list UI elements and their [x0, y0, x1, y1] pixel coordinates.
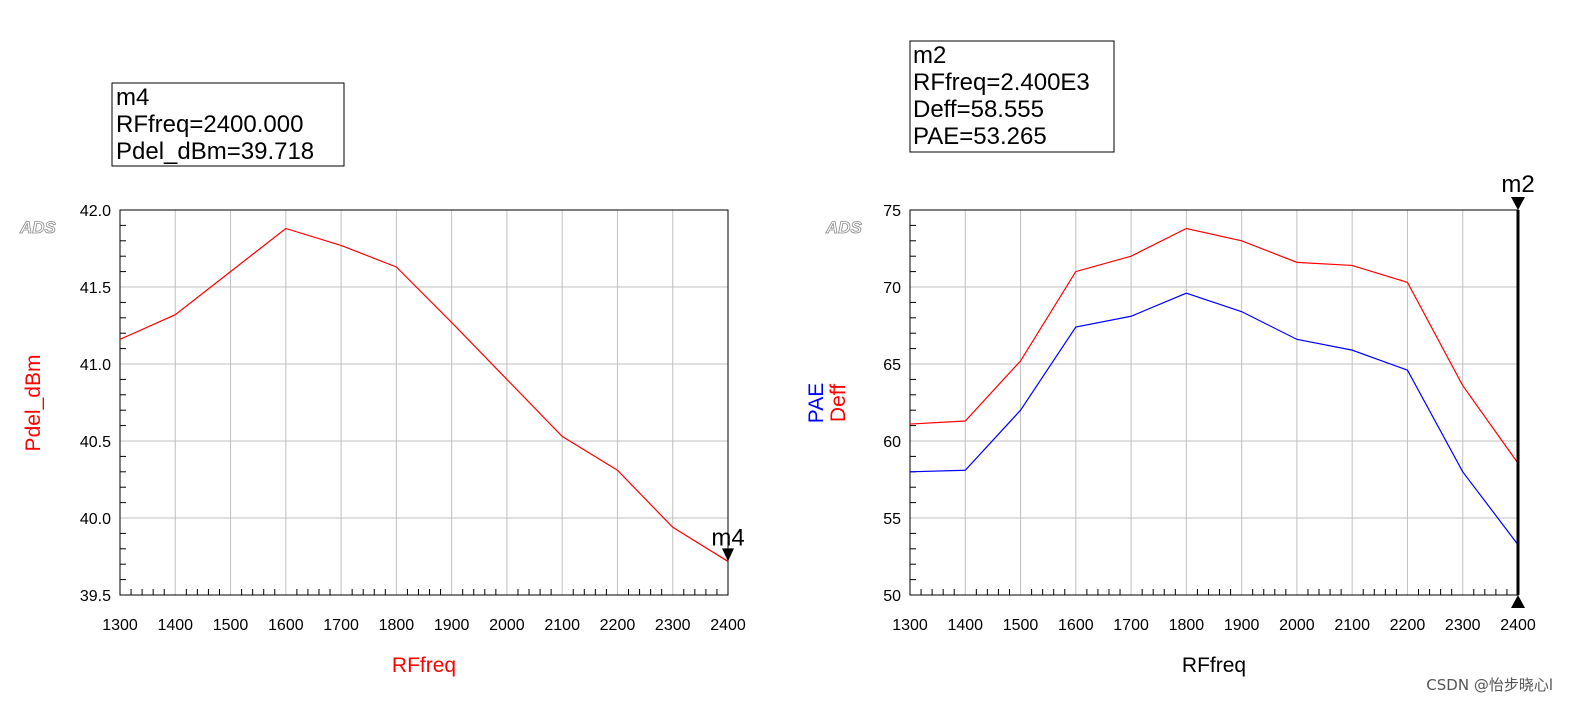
chart-1-minor-ticks: [120, 224, 718, 595]
marker-m4-triangle: [722, 548, 734, 562]
marker-m2-readout-line-2: RFfreq=2.400E3: [913, 69, 1090, 96]
chart-1-series: [119, 227, 729, 562]
marker-m2-readout-line-3: Deff=58.555: [913, 96, 1044, 123]
chart-2-x-tick-label: 2300: [1445, 617, 1481, 634]
chart-2-x-tick-label: 2100: [1334, 617, 1370, 634]
marker-m4-readout-line-3: Pdel_dBm=39.718: [116, 138, 314, 165]
chart-2-x-tick-label: 1500: [1003, 617, 1039, 634]
chart-1-x-axis-label: RFfreq: [392, 654, 456, 677]
chart-1-y-tick-label: 41.5: [80, 280, 111, 297]
chart-2-x-tick-label: 2200: [1390, 617, 1426, 634]
chart-2-x-tick-label: 1600: [1058, 617, 1094, 634]
chart-2-x-tick-label: 1400: [947, 617, 983, 634]
chart-2-x-tick-label: 1300: [892, 617, 928, 634]
chart-2-x-tick-label: 1800: [1169, 617, 1205, 634]
chart-2-y-tick-label: 50: [883, 588, 901, 605]
marker-m2-readout-frame: [909, 40, 1115, 153]
marker-m4-readout-line-2: RFfreq=2400.000: [116, 111, 303, 138]
chart-1-y-tick-labels: 42.0 41.5 41.0 40.5 40.0 39.5: [80, 203, 111, 605]
chart-2-x-tick-label: 1700: [1113, 617, 1149, 634]
marker-m2-readout-box[interactable]: m2 RFfreq=2.400E3 Deff=58.555 PAE=53.265: [909, 40, 1115, 153]
chart-2-ads-logo: ADS: [825, 218, 863, 237]
chart-1-y-axis-label: Pdel_dBm: [22, 355, 45, 452]
chart-1-x-tick-label: 2000: [489, 617, 525, 634]
chart-2-x-tick-label: 2000: [1279, 617, 1315, 634]
chart-1-x-tick-label: 1300: [102, 617, 138, 634]
chart-1-y-tick-label: 39.5: [80, 588, 111, 605]
csdn-watermark: CSDN @怡步晓心l: [1426, 676, 1553, 694]
chart-1-y-tick-label: 40.5: [80, 434, 111, 451]
chart-2-y-tick-label: 75: [883, 203, 901, 220]
chart-1: ADS 1300 1400 1500 1600 1700 1800 1900 2000 2100…: [19, 82, 746, 677]
chart-1-ads-logo: ADS: [19, 218, 57, 237]
series-pae-line: [909, 292, 1519, 546]
chart-2: ADS 1300 1400 1500 1600 1700 1800 1900 2000 2100…: [805, 40, 1536, 677]
chart-2-y-axis-label-pae: PAE: [805, 383, 828, 423]
marker-m2-label: m2: [1501, 171, 1534, 198]
chart-2-plot-frame: [909, 209, 1519, 596]
chart-2-minor-ticks: [910, 224, 1508, 595]
chart-1-x-tick-label: 1400: [157, 617, 193, 634]
marker-m2-bottom-triangle: [1511, 595, 1525, 608]
chart-1-y-tick-label: 40.0: [80, 511, 111, 528]
chart-2-x-tick-labels: 1300 1400 1500 1600 1700 1800 1900 2000 2100 2200…: [892, 617, 1536, 634]
chart-1-x-tick-label: 1600: [268, 617, 304, 634]
chart-2-y-tick-label: 65: [883, 357, 901, 374]
chart-2-y-axis-label-deff: Deff: [827, 384, 850, 422]
chart-2-grid: [909, 209, 1519, 596]
marker-m2-readout-line-4: PAE=53.265: [913, 123, 1047, 150]
chart-1-x-tick-label: 2400: [710, 617, 746, 634]
chart-2-y-tick-label: 55: [883, 511, 901, 528]
chart-1-x-tick-label: 2200: [600, 617, 636, 634]
chart-1-x-tick-label: 2300: [655, 617, 691, 634]
chart-2-series: [909, 227, 1519, 546]
marker-m2-top-triangle: [1511, 197, 1525, 210]
chart-1-x-tick-label: 1900: [434, 617, 470, 634]
series-pdel-dbm-line: [119, 227, 729, 562]
marker-m4[interactable]: m4: [711, 524, 745, 562]
marker-m4-readout-line-1: m4: [116, 84, 149, 111]
chart-1-x-tick-label: 1700: [323, 617, 359, 634]
chart-1-plot-frame: [119, 209, 729, 596]
chart-1-x-tick-labels: 1300 1400 1500 1600 1700 1800 1900 2000 2100 2200…: [102, 617, 746, 634]
chart-1-grid: [119, 209, 729, 596]
chart-2-y-tick-labels: 75 70 65 60 55 50: [883, 203, 901, 605]
chart-2-x-tick-label: 1900: [1224, 617, 1260, 634]
chart-1-x-tick-label: 1800: [379, 617, 415, 634]
chart-2-y-tick-label: 70: [883, 280, 901, 297]
chart-1-y-tick-label: 42.0: [80, 203, 111, 220]
marker-m4-readout-frame: [111, 82, 345, 167]
marker-m2-readout-line-1: m2: [913, 42, 946, 69]
series-deff-line: [909, 227, 1519, 464]
chart-1-y-tick-label: 41.0: [80, 357, 111, 374]
chart-1-x-tick-label: 2100: [544, 617, 580, 634]
marker-m4-label: m4: [711, 524, 744, 551]
chart-2-y-tick-label: 60: [883, 434, 901, 451]
chart-1-x-tick-label: 1500: [213, 617, 249, 634]
marker-m2[interactable]: m2: [1501, 171, 1535, 608]
chart-2-x-axis-label: RFfreq: [1182, 654, 1246, 677]
marker-m4-readout-box[interactable]: m4 RFfreq=2400.000 Pdel_dBm=39.718: [111, 82, 345, 167]
chart-2-x-tick-label: 2400: [1500, 617, 1536, 634]
